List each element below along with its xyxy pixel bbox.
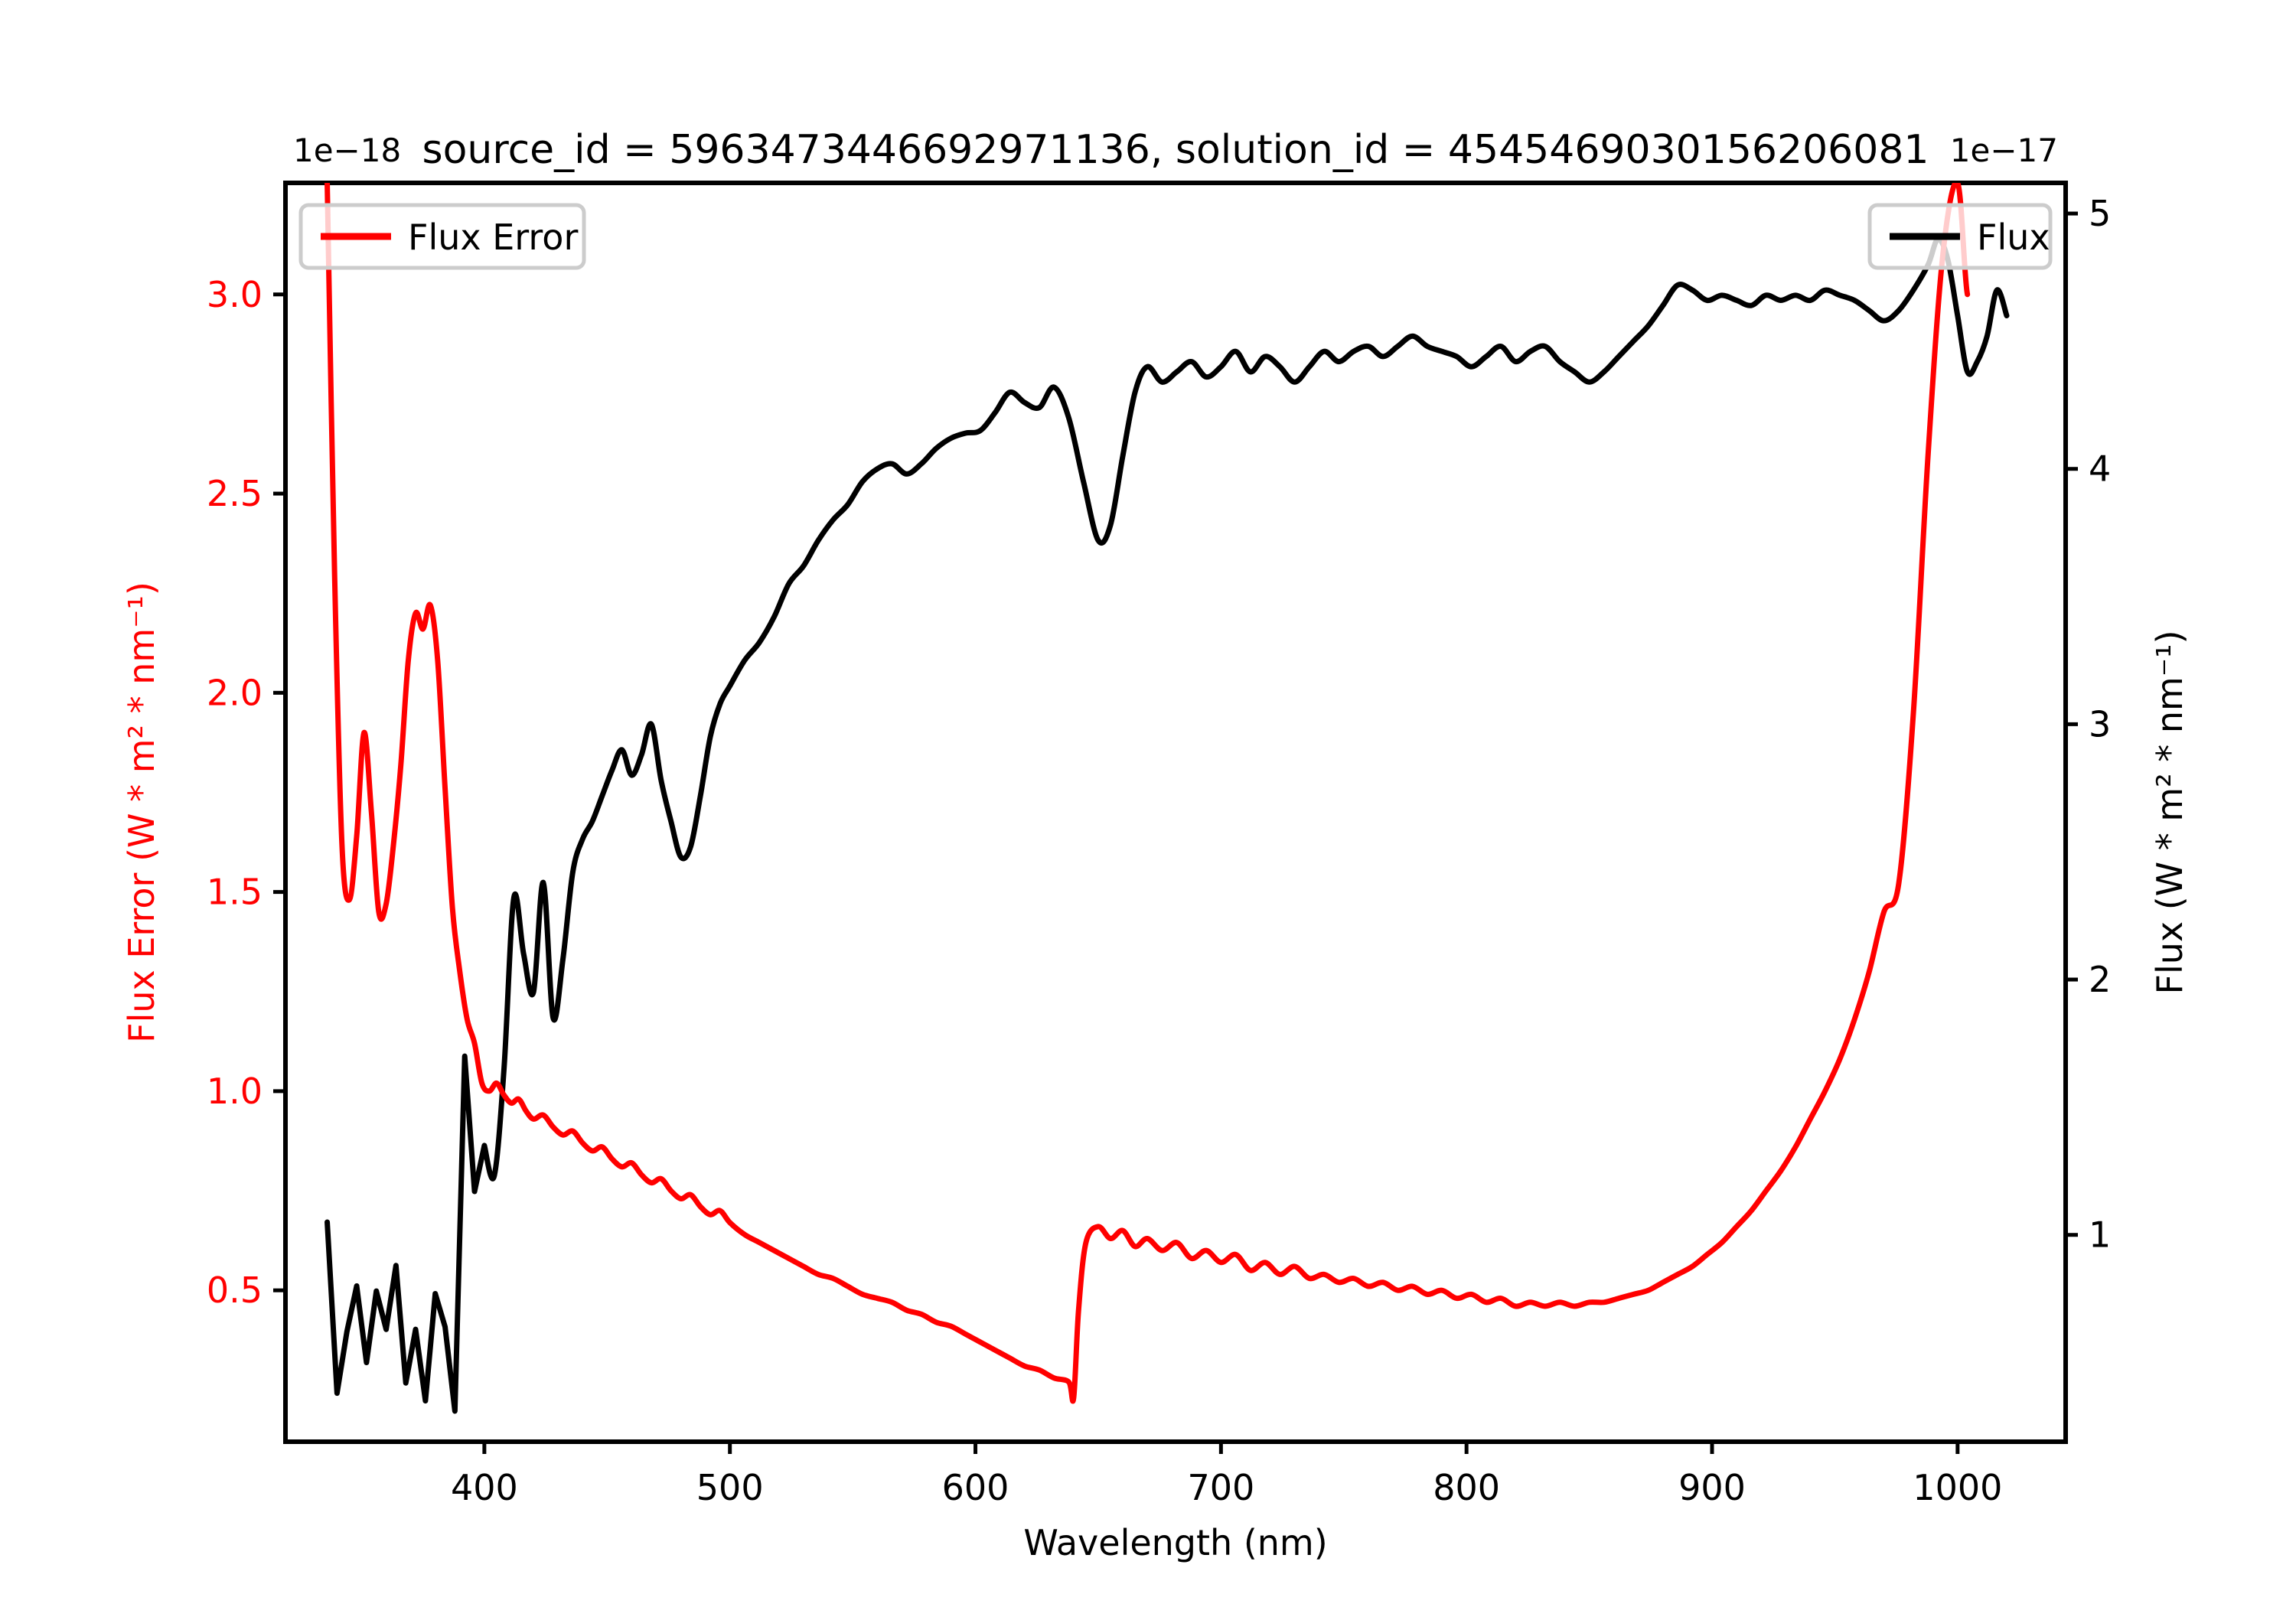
left-tick-label: 2.5 bbox=[207, 473, 263, 514]
left-axis-label: Flux Error (W * m² * nm⁻¹) bbox=[121, 582, 162, 1043]
left-tick-label: 0.5 bbox=[207, 1270, 263, 1311]
right-axis-offset-text: 1e−17 bbox=[1950, 132, 2058, 169]
right-tick-label: 2 bbox=[2089, 959, 2111, 1000]
flux-curve bbox=[325, 236, 2010, 1414]
x-axis-label: Wavelength (nm) bbox=[1023, 1522, 1327, 1563]
right-axis-label: Flux (W * m² * nm⁻¹) bbox=[2149, 630, 2190, 994]
x-tick-label: 900 bbox=[1678, 1467, 1746, 1508]
left-tick-label: 1.0 bbox=[207, 1071, 263, 1112]
x-tick-label: 800 bbox=[1433, 1467, 1500, 1508]
left-tick-label: 2.0 bbox=[207, 672, 263, 713]
series-group bbox=[325, 183, 2010, 1414]
flux-legend: Flux bbox=[1867, 203, 2053, 270]
flux-error-legend-label: Flux Error bbox=[408, 217, 578, 258]
flux-error-legend-box bbox=[298, 203, 586, 270]
right-tick-label: 5 bbox=[2089, 193, 2111, 234]
x-tick-label: 600 bbox=[942, 1467, 1009, 1508]
flux-legend-label: Flux bbox=[1977, 217, 2050, 258]
left-tick-label: 3.0 bbox=[207, 274, 263, 315]
plot-frame bbox=[283, 181, 2068, 1444]
flux-error-legend: Flux Error bbox=[298, 203, 586, 270]
left-tick-label: 1.5 bbox=[207, 872, 263, 913]
x-tick-label: 500 bbox=[696, 1467, 764, 1508]
left-axis-offset-text: 1e−18 bbox=[293, 132, 401, 169]
right-tick-label: 1 bbox=[2089, 1214, 2111, 1256]
x-tick-label: 400 bbox=[451, 1467, 518, 1508]
x-tick-label: 1000 bbox=[1913, 1467, 2002, 1508]
right-tick-label: 3 bbox=[2089, 703, 2111, 745]
right-tick-label: 4 bbox=[2089, 448, 2111, 490]
plot-title: source_id = 5963473446692971136, solutio… bbox=[422, 127, 1929, 173]
x-tick-label: 700 bbox=[1187, 1467, 1254, 1508]
flux-error-curve bbox=[325, 183, 1971, 1404]
